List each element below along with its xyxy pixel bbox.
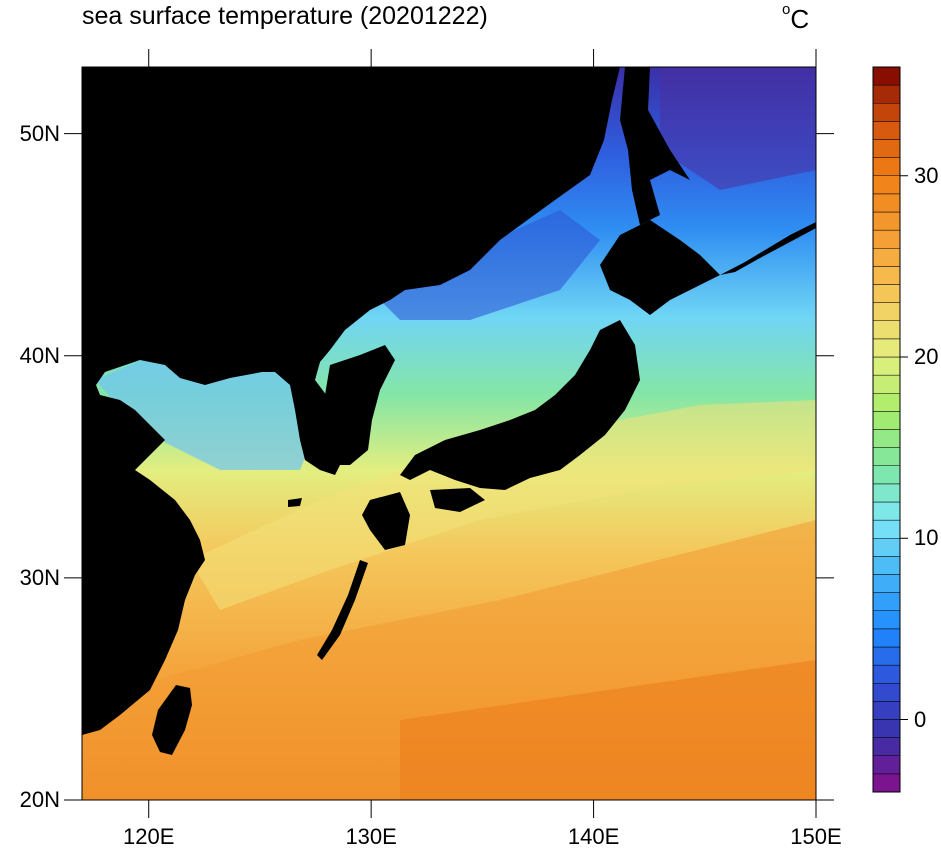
colorbar-segment: [872, 266, 901, 285]
plot-area: [82, 67, 816, 800]
colorbar-segment: [872, 320, 901, 340]
korean-peninsula: [318, 345, 395, 465]
map-frame: [81, 66, 817, 801]
colorbar-tick-label: 30: [914, 162, 939, 188]
asian-continent: [82, 67, 620, 735]
colorbar-tick-label: 10: [914, 525, 939, 551]
colorbar-segment: [872, 737, 901, 756]
map-tick-marks: [64, 49, 834, 818]
colorbar-frame: [872, 66, 901, 793]
colorbar-segment: [872, 248, 901, 267]
honshu-island: [400, 320, 640, 490]
colorbar-segment: [872, 338, 901, 358]
colorbar-segment: [872, 429, 901, 448]
hokkaido-island: [600, 220, 720, 315]
jeju-island: [288, 498, 302, 507]
lat-tick-label: 40N: [19, 342, 60, 368]
colorbar-segment: [872, 683, 901, 702]
shikoku-island: [430, 488, 485, 512]
japan-sea-cold-water: [380, 210, 600, 320]
lat-tick-label: 20N: [19, 787, 60, 812]
colorbar-segment: [872, 664, 901, 684]
colorbar-segment: [872, 121, 901, 140]
colorbar-segment: [872, 501, 901, 521]
okhotsk-cold-water: [660, 67, 816, 190]
lon-tick-label: 150E: [790, 824, 842, 849]
lon-tick-label: 120E: [123, 824, 175, 849]
lat-tick-label: 50N: [19, 120, 60, 146]
colorbar-segment: [872, 719, 901, 738]
colorbar-segment: [872, 157, 901, 176]
colorbar-segment: [872, 628, 901, 648]
degree-symbol: o: [782, 1, 791, 19]
colorbar-segment: [872, 574, 901, 593]
colorbar-segment: [872, 701, 901, 720]
colorbar-segment: [872, 465, 901, 485]
colorbar-segment: [872, 519, 901, 539]
colorbar-tick-marks: [900, 175, 908, 720]
colorbar-segment: [872, 374, 901, 394]
colorbar-segment: [872, 302, 901, 321]
colorbar-segment: [872, 610, 901, 630]
colorbar-segment: [872, 773, 901, 793]
colorbar-segment: [872, 556, 901, 575]
colorbar-segment: [872, 411, 901, 430]
lon-tick-label: 130E: [345, 824, 397, 849]
colorbar-segment: [872, 84, 901, 104]
colorbar-segment: [872, 211, 901, 231]
colorbar-segment: [872, 193, 901, 213]
colorbar-segment: [872, 592, 901, 611]
colorbar-segment: [872, 483, 901, 503]
colorbar-segment: [872, 447, 901, 466]
kyushu-island: [362, 492, 410, 550]
colorbar: [872, 66, 901, 793]
hot-water-region: [400, 660, 816, 800]
map-title: sea surface temperature (20201222): [82, 2, 488, 30]
colorbar-segment: [872, 229, 901, 249]
colorbar-segment: [872, 393, 901, 412]
colorbar-tick-label: 20: [914, 344, 939, 369]
ryukyu-islands: [317, 560, 368, 660]
colorbar-segment: [872, 139, 901, 158]
sakhalin-island: [620, 67, 690, 225]
taiwan-island: [152, 685, 192, 755]
colorbar-segment: [872, 284, 901, 303]
colorbar-segment: [872, 103, 901, 122]
kuril-islands: [720, 222, 816, 275]
colorbar-segment: [872, 175, 901, 195]
lon-tick-label: 140E: [567, 824, 620, 849]
lat-tick-label: 30N: [19, 564, 60, 590]
colorbar-segment: [872, 356, 901, 376]
colorbar-segment: [872, 66, 901, 86]
subtropical-band: [190, 400, 816, 610]
bohai-yellow-sea: [95, 340, 320, 470]
units-letter: C: [790, 4, 810, 34]
colorbar-segment: [872, 755, 901, 775]
colorbar-segment: [872, 538, 901, 557]
units-label: oC: [782, 1, 810, 35]
colorbar-segment: [872, 646, 901, 666]
colorbar-tick-label: 0: [914, 706, 927, 732]
